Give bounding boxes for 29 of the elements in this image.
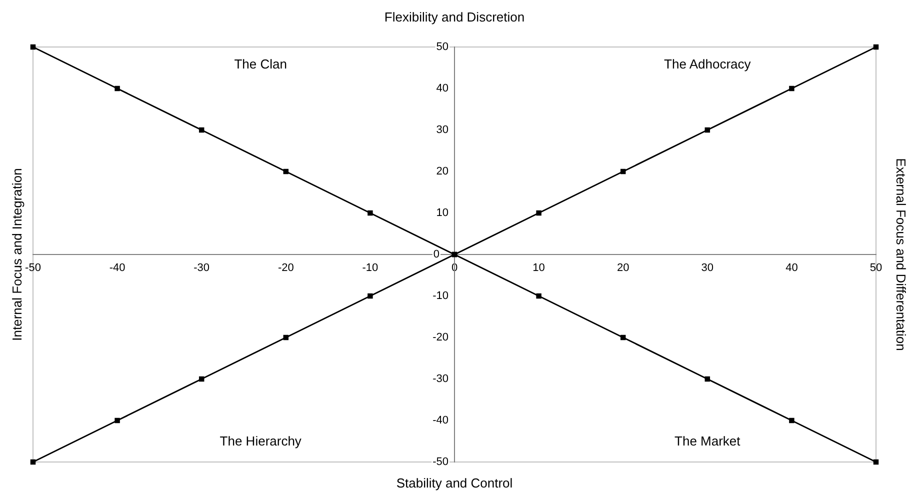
y-tick-label: -20 bbox=[432, 332, 448, 344]
annotation: The Hierarchy bbox=[220, 434, 302, 449]
y-tick-label: 20 bbox=[436, 166, 448, 178]
y-tick-label: 40 bbox=[436, 82, 448, 95]
y-tick-label: -50 bbox=[432, 456, 448, 468]
x-tick-label: -30 bbox=[194, 262, 210, 274]
annotation: The Market bbox=[674, 434, 741, 449]
y-tick-label: 0 bbox=[433, 248, 440, 261]
annotation: The Clan bbox=[234, 56, 287, 72]
x-tick-label: -40 bbox=[109, 262, 126, 274]
chart-title: Flexibility and Discretion bbox=[384, 10, 525, 25]
y-tick-label: -30 bbox=[432, 373, 448, 386]
y-tick-label: 30 bbox=[436, 124, 448, 136]
x-axis-title: Stability and Control bbox=[396, 476, 513, 491]
x-tick-label: 20 bbox=[616, 262, 630, 274]
y2-axis-title: External Focus and Differentation bbox=[893, 158, 908, 351]
x-tick-label: -10 bbox=[362, 262, 378, 274]
y-tick-label: -10 bbox=[432, 290, 448, 302]
y-tick-label: 10 bbox=[436, 207, 448, 220]
y-tick-label: 50 bbox=[436, 41, 448, 54]
x-tick-label: 10 bbox=[532, 262, 545, 274]
x-tick-label: 40 bbox=[786, 262, 798, 274]
x-tick-label: -50 bbox=[25, 262, 41, 274]
y-tick-label: -40 bbox=[432, 414, 448, 427]
y-axis-title: Internal Focus and Integration bbox=[10, 168, 25, 341]
annotation: The Adhocracy bbox=[664, 56, 752, 72]
x-tick-label: 50 bbox=[870, 262, 882, 274]
x-tick-label: 30 bbox=[701, 262, 714, 274]
x-tick-label: -20 bbox=[278, 262, 294, 274]
